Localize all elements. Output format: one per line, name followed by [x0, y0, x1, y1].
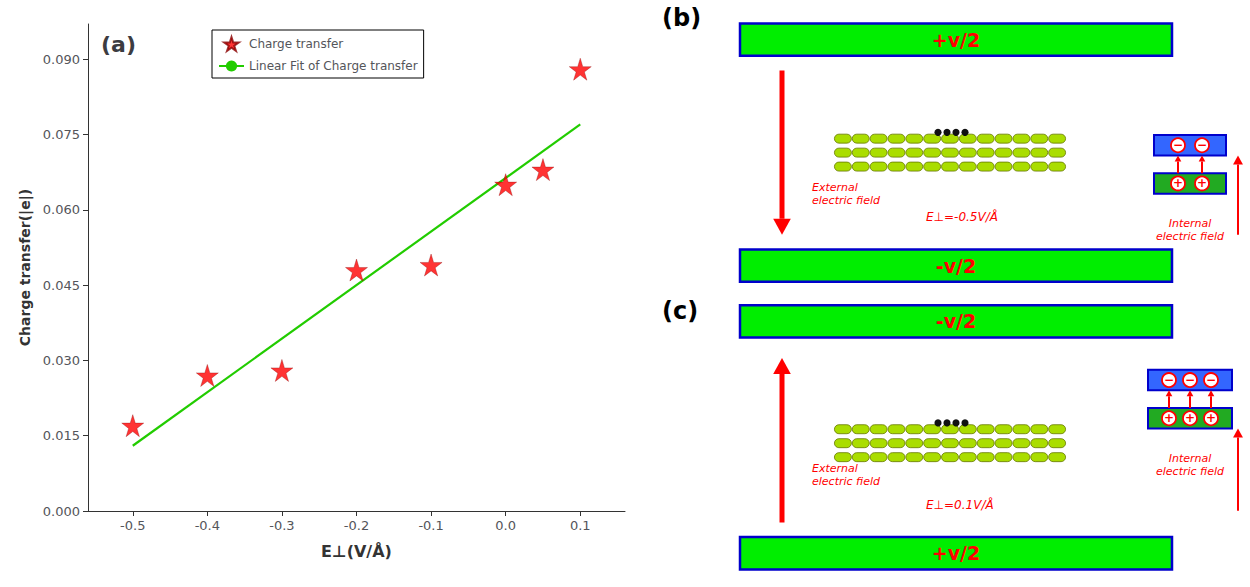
- svg-text:-v/2: -v/2: [936, 255, 976, 277]
- svg-text:−: −: [1173, 138, 1183, 152]
- svg-text:External: External: [812, 181, 858, 194]
- svg-text:-0.5: -0.5: [120, 518, 145, 533]
- svg-text:+: +: [1197, 176, 1207, 190]
- svg-text:(b): (b): [662, 4, 701, 32]
- svg-text:−: −: [1206, 373, 1216, 387]
- svg-text:0.060: 0.060: [43, 202, 80, 217]
- svg-text:+: +: [1206, 411, 1216, 425]
- svg-text:Internal: Internal: [1169, 452, 1212, 465]
- svg-text:+: +: [1164, 411, 1174, 425]
- svg-text:(a): (a): [101, 32, 136, 57]
- svg-text:Linear Fit of Charge transfer: Linear Fit of Charge transfer: [249, 59, 418, 73]
- svg-text:−: −: [1185, 373, 1195, 387]
- svg-text:0.075: 0.075: [43, 127, 80, 142]
- svg-text:0.030: 0.030: [43, 353, 80, 368]
- svg-text:0.0: 0.0: [495, 518, 516, 533]
- svg-text:electric field: electric field: [812, 475, 881, 488]
- svg-text:-0.4: -0.4: [195, 518, 220, 533]
- svg-text:-0.2: -0.2: [344, 518, 369, 533]
- svg-text:-v/2: -v/2: [936, 310, 976, 332]
- svg-text:0.015: 0.015: [43, 428, 80, 443]
- svg-text:Charge transfer: Charge transfer: [249, 37, 343, 51]
- svg-text:+: +: [1173, 176, 1183, 190]
- svg-text:0.045: 0.045: [43, 278, 80, 293]
- svg-text:0.1: 0.1: [570, 518, 591, 533]
- svg-text:0.090: 0.090: [43, 52, 80, 67]
- svg-text:+: +: [1185, 411, 1195, 425]
- svg-text:+v/2: +v/2: [932, 29, 980, 51]
- svg-text:−: −: [1164, 373, 1174, 387]
- svg-text:E⊥=-0.5V/Å: E⊥=-0.5V/Å: [926, 209, 998, 224]
- svg-text:electric field: electric field: [812, 194, 881, 207]
- svg-text:+v/2: +v/2: [932, 542, 980, 564]
- svg-text:(c): (c): [662, 297, 698, 325]
- svg-text:External: External: [812, 462, 858, 475]
- svg-text:E⊥=0.1V/Å: E⊥=0.1V/Å: [926, 497, 994, 512]
- svg-text:E⊥(V/Å): E⊥(V/Å): [321, 542, 392, 561]
- svg-text:-0.1: -0.1: [418, 518, 443, 533]
- svg-text:−: −: [1197, 138, 1207, 152]
- svg-text:0.000: 0.000: [43, 504, 80, 519]
- svg-text:-0.3: -0.3: [269, 518, 294, 533]
- svg-text:Internal: Internal: [1169, 217, 1212, 230]
- svg-text:electric field: electric field: [1156, 230, 1225, 243]
- svg-text:electric field: electric field: [1156, 465, 1225, 478]
- svg-text:Charge transfer(|e|): Charge transfer(|e|): [17, 189, 34, 346]
